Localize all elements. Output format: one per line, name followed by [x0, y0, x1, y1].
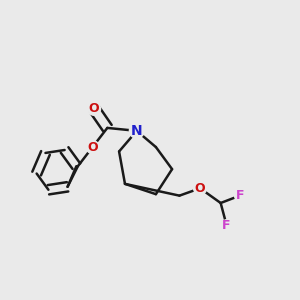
Circle shape [221, 220, 232, 230]
Text: F: F [236, 189, 244, 202]
Text: N: N [131, 124, 142, 138]
Circle shape [235, 190, 245, 201]
Text: O: O [195, 182, 206, 195]
Text: O: O [89, 102, 99, 115]
Circle shape [129, 124, 144, 138]
Circle shape [194, 182, 206, 195]
Text: O: O [87, 141, 98, 154]
Text: F: F [222, 219, 231, 232]
Circle shape [88, 102, 100, 115]
Circle shape [86, 141, 99, 154]
